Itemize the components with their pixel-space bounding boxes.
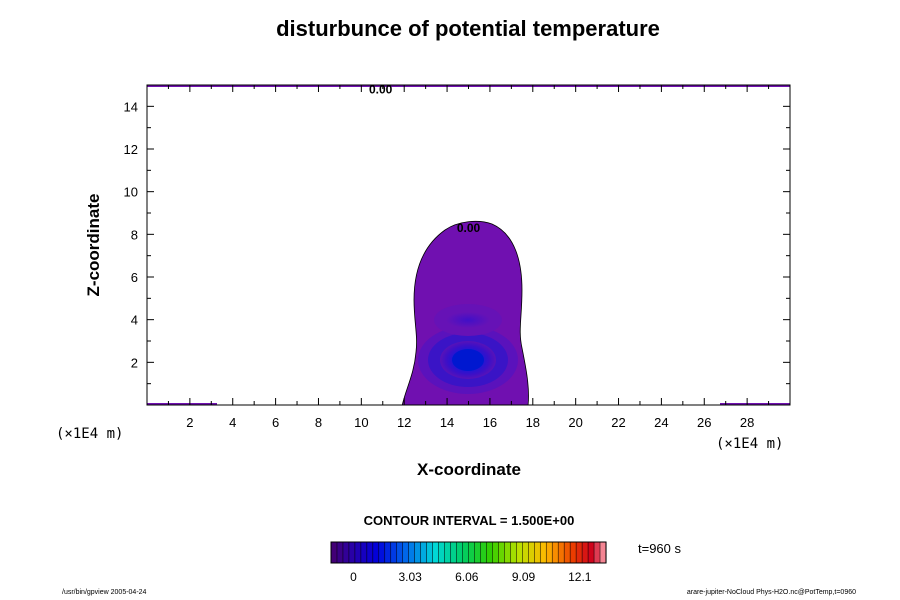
- x-tick-label: 20: [568, 415, 582, 430]
- colorbar-segment: [342, 541, 350, 564]
- colorbar-segment: [534, 541, 541, 564]
- upper-core: [446, 312, 490, 328]
- colorbar-tick-label: 6.06: [455, 570, 479, 584]
- colorbar-segment: [348, 541, 356, 564]
- x-tick-label: 28: [740, 415, 754, 430]
- colorbar-segment: [402, 541, 410, 564]
- colorbar-segment: [522, 541, 529, 564]
- colorbar-segment: [593, 541, 601, 564]
- time-label: t=960 s: [638, 541, 682, 556]
- contour-label: 0.00: [369, 82, 393, 96]
- colorbar-segment: [557, 541, 565, 564]
- colorbar-segment: [390, 541, 398, 564]
- x-axis-label: X-coordinate: [417, 460, 521, 479]
- x-tick-label: 26: [697, 415, 711, 430]
- colorbar-segment: [426, 541, 434, 564]
- colorbar-segment: [450, 541, 458, 564]
- colorbar-frame: [330, 541, 607, 564]
- y-tick-label: 4: [131, 313, 138, 328]
- colorbar-segment: [504, 541, 511, 564]
- colorbar-segment: [569, 541, 577, 564]
- colorbar-segment: [486, 541, 493, 564]
- y-tick-label: 2: [131, 355, 138, 370]
- x-tick-label: 18: [526, 415, 540, 430]
- y-tick-label: 12: [124, 142, 138, 157]
- x-tick-label: 14: [440, 415, 454, 430]
- y-tick-label: 8: [131, 227, 138, 242]
- colorbar-segment: [366, 541, 374, 564]
- colorbar-segment: [354, 541, 362, 564]
- x-tick-label: 4: [229, 415, 236, 430]
- colorbar-segment: [510, 541, 517, 564]
- colorbar-tick-label: 0: [350, 570, 357, 584]
- colorbar-segment: [516, 541, 523, 564]
- x-tick-label: 6: [272, 415, 279, 430]
- x-axis-scale-label: (×1E4 m): [716, 436, 784, 452]
- y-tick-label: 6: [131, 270, 138, 285]
- colorbar-segment: [587, 541, 595, 564]
- colorbar-segment: [330, 541, 338, 564]
- x-tick-label: 24: [654, 415, 668, 430]
- colorbar-segment: [408, 541, 416, 564]
- y-tick-label: 10: [124, 185, 138, 200]
- x-tick-label: 12: [397, 415, 411, 430]
- bottom-left-band: [147, 403, 217, 405]
- colorbar-tick-label: 9.09: [512, 570, 536, 584]
- contour-interval-label: CONTOUR INTERVAL = 1.500E+00: [363, 513, 575, 528]
- x-tick-label: 2: [186, 415, 193, 430]
- core-inner: [452, 349, 484, 371]
- colorbar-tick-label: 3.03: [398, 570, 422, 584]
- x-tick-label: 16: [483, 415, 497, 430]
- colorbar-segment: [575, 541, 583, 564]
- bottom-right-band: [720, 403, 790, 405]
- chart-title: disturbunce of potential temperature: [276, 16, 660, 41]
- colorbar-segment: [438, 541, 446, 564]
- colorbar-segment: [528, 541, 535, 564]
- contour-fills: [147, 85, 790, 405]
- colorbar-segment: [414, 541, 422, 564]
- colorbar-segment: [539, 541, 547, 564]
- colorbar-segment: [551, 541, 559, 564]
- contour-label: 0.00: [457, 221, 481, 235]
- contour-labels: 0.00 0.00: [369, 82, 481, 235]
- colorbar-tick-label: 12.1: [568, 570, 592, 584]
- colorbar-segment: [396, 541, 404, 564]
- colorbar-segment: [432, 541, 440, 564]
- colorbar-segment: [336, 541, 344, 564]
- colorbar-segment: [545, 541, 553, 564]
- colorbar-segment: [480, 541, 487, 564]
- colorbar-segment: [468, 541, 476, 564]
- x-tick-label: 22: [611, 415, 625, 430]
- y-tick-label: 14: [124, 99, 138, 114]
- x-tick-label: 8: [315, 415, 322, 430]
- colorbar-segment: [444, 541, 452, 564]
- colorbar: 0 3.03 6.06 9.09 12.1: [330, 541, 607, 584]
- x-tick-label: 10: [354, 415, 368, 430]
- colorbar-segment: [420, 541, 428, 564]
- colorbar-segment: [474, 541, 482, 564]
- footer-left: /usr/bin/gpview 2005-04-24: [62, 589, 147, 596]
- y-axis-scale-label: (×1E4 m): [56, 426, 124, 442]
- colorbar-segment: [581, 541, 589, 564]
- colorbar-segment: [372, 541, 380, 564]
- colorbar-segment: [492, 541, 499, 564]
- colorbar-segment: [378, 541, 386, 564]
- colorbar-segment: [599, 541, 607, 564]
- colorbar-segment: [498, 541, 505, 564]
- footer-right: arare-jupiter-NoCloud Phys-H2O.nc@PotTem…: [686, 589, 856, 596]
- colorbar-segment: [384, 541, 392, 564]
- colorbar-segment: [563, 541, 571, 564]
- colorbar-segment: [456, 541, 464, 564]
- colorbar-segment: [360, 541, 368, 564]
- colorbar-segment: [462, 541, 470, 564]
